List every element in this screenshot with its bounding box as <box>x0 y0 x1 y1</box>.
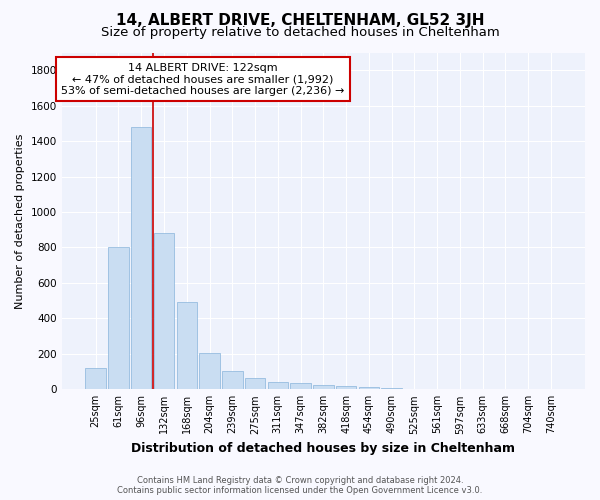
Bar <box>313 385 334 390</box>
Bar <box>268 382 288 390</box>
Y-axis label: Number of detached properties: Number of detached properties <box>15 133 25 308</box>
Text: Contains HM Land Registry data © Crown copyright and database right 2024.
Contai: Contains HM Land Registry data © Crown c… <box>118 476 482 495</box>
Bar <box>199 353 220 390</box>
Bar <box>176 302 197 390</box>
Text: 14 ALBERT DRIVE: 122sqm
← 47% of detached houses are smaller (1,992)
53% of semi: 14 ALBERT DRIVE: 122sqm ← 47% of detache… <box>61 62 344 96</box>
Bar <box>359 386 379 390</box>
Text: 14, ALBERT DRIVE, CHELTENHAM, GL52 3JH: 14, ALBERT DRIVE, CHELTENHAM, GL52 3JH <box>116 12 484 28</box>
Bar <box>290 383 311 390</box>
Bar <box>245 378 265 390</box>
X-axis label: Distribution of detached houses by size in Cheltenham: Distribution of detached houses by size … <box>131 442 515 455</box>
Bar <box>154 234 174 390</box>
Bar <box>108 248 129 390</box>
Bar <box>382 388 402 390</box>
Bar <box>222 370 242 390</box>
Bar <box>336 386 356 390</box>
Text: Size of property relative to detached houses in Cheltenham: Size of property relative to detached ho… <box>101 26 499 39</box>
Bar <box>131 127 151 390</box>
Bar <box>85 368 106 390</box>
